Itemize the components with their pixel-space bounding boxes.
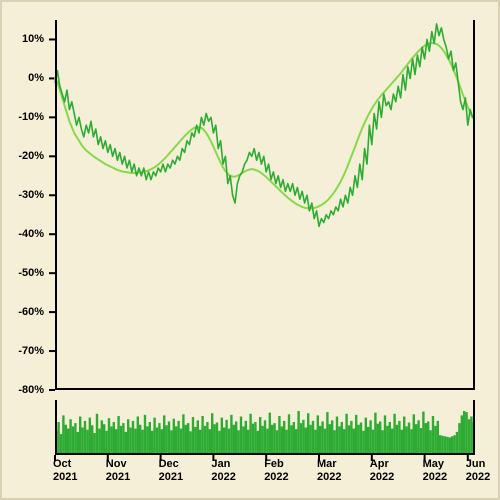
volume-chart-panel <box>55 400 475 455</box>
x-axis-tick-label: Dec 2021 <box>159 458 183 483</box>
x-axis-tick-label: Jan 2022 <box>211 458 235 483</box>
y-axis-tick-label: 0% <box>0 72 44 84</box>
chart-container: 10% 0% -10% -20% -30% -40% -50% -60% -70% -80% Oc… <box>0 0 500 500</box>
x-axis-tick-label: Feb 2022 <box>264 458 288 483</box>
price-chart-panel <box>55 20 475 390</box>
y-axis-tick-label: -20% <box>0 150 44 162</box>
price-chart-svg <box>55 20 475 390</box>
y-axis-tick-label: -80% <box>0 384 44 396</box>
y-axis-tick-label: 10% <box>0 33 44 45</box>
x-axis-tick-label: May 2022 <box>423 458 447 483</box>
y-axis-tick-label: -30% <box>0 189 44 201</box>
x-axis-tick-label: Nov 2021 <box>106 458 130 483</box>
y-axis-tick-label: -50% <box>0 267 44 279</box>
x-axis-tick-label: Jun 2022 <box>466 458 490 483</box>
x-axis-tick-label: Oct 2021 <box>53 458 77 483</box>
x-axis-tick-label: Mar 2022 <box>317 458 341 483</box>
y-axis-tick-label: -40% <box>0 228 44 240</box>
volume-chart-svg <box>55 400 475 455</box>
y-axis-tick-label: -70% <box>0 345 44 357</box>
x-axis-tick-label: Apr 2022 <box>370 458 394 483</box>
y-axis-tick-label: -60% <box>0 306 44 318</box>
y-axis-tick-label: -10% <box>0 111 44 123</box>
